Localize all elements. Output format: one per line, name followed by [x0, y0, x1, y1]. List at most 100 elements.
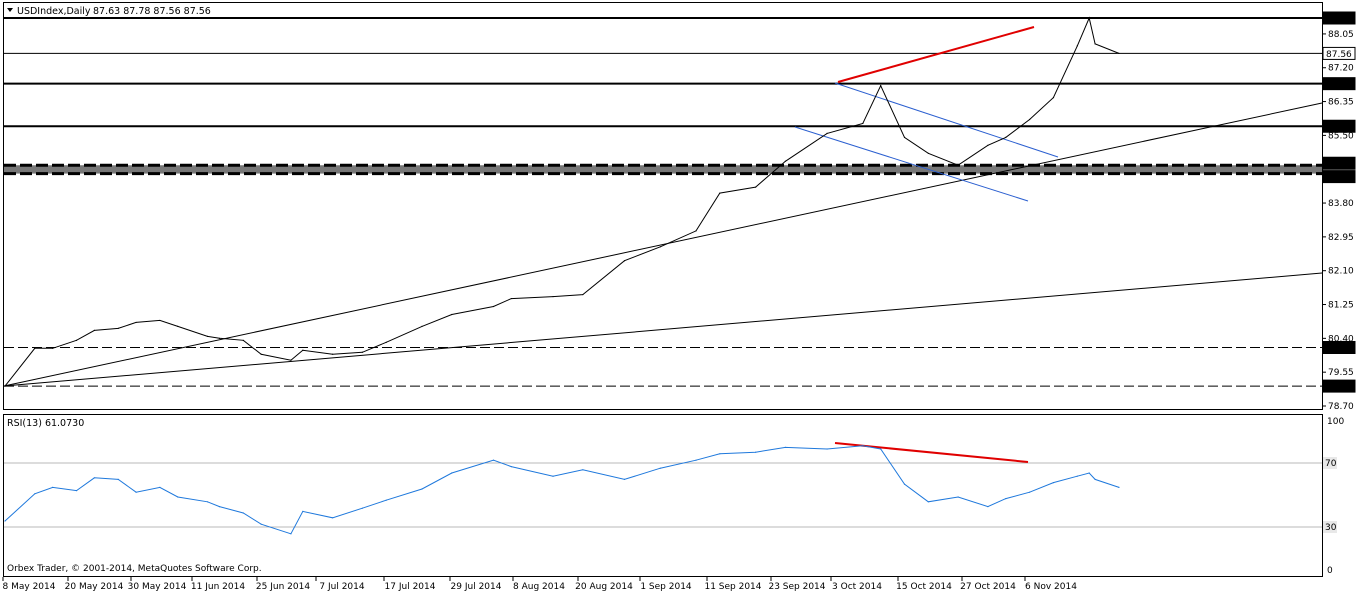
- resistance-zone: [4, 165, 1322, 174]
- x-tick-label: 11 Jun 2014: [191, 582, 245, 592]
- price-point: [552, 295, 554, 298]
- rsi-point: [880, 448, 882, 450]
- main-panel-frame: [3, 2, 1323, 410]
- level-label: 88.45: [1326, 15, 1352, 25]
- x-tick-label: 20 Aug 2014: [575, 582, 633, 592]
- price-point: [290, 359, 292, 361]
- price-point: [987, 144, 989, 146]
- rsi-point: [34, 493, 36, 495]
- rsi-label-70-box: [1323, 457, 1337, 469]
- rsi-label-30-box: [1323, 521, 1337, 533]
- x-tick-label: 25 Jun 2014: [256, 582, 310, 592]
- x-tick-label: 17 Jul 2014: [385, 582, 436, 592]
- rsi-point: [260, 523, 262, 525]
- level-label-box: [1322, 156, 1356, 170]
- price-point: [1076, 45, 1078, 47]
- rsi-point: [987, 506, 989, 508]
- price-point: [260, 353, 262, 355]
- main-chart-title: USDIndex,Daily: [17, 6, 91, 17]
- price-point: [903, 136, 906, 138]
- level-label-box: [1322, 119, 1356, 133]
- price-point: [957, 164, 959, 166]
- y-tick-label: 82.95: [1328, 233, 1354, 243]
- x-tick-label: 23 Sep 2014: [768, 582, 825, 592]
- rising-trendline-shallow: [3, 272, 1323, 387]
- rsi-point: [510, 466, 512, 468]
- price-divergence-line: [837, 26, 1035, 83]
- rsi-point: [582, 469, 584, 471]
- rsi-point: [206, 501, 209, 503]
- price-point: [927, 152, 929, 154]
- price-point: [52, 347, 54, 349]
- rsi-point: [903, 483, 906, 485]
- price-point: [659, 246, 661, 248]
- rsi-point: [957, 496, 959, 498]
- rsi-point: [1118, 486, 1120, 488]
- price-point: [784, 160, 786, 162]
- rsi-point: [1094, 478, 1096, 480]
- price-point: [75, 339, 78, 341]
- rsi-point: [1029, 491, 1031, 493]
- rsi-point: [826, 448, 828, 450]
- channel-lower-line: [794, 126, 1029, 202]
- price-point: [206, 335, 209, 337]
- level-label: 85.73: [1326, 123, 1352, 133]
- rsi-point: [385, 499, 387, 501]
- price-point: [332, 353, 334, 355]
- x-tick-label: 11 Sep 2014: [704, 582, 761, 592]
- level-label: 84.75: [1326, 160, 1352, 170]
- rsi-point: [290, 533, 292, 535]
- rsi-point: [552, 475, 554, 477]
- price-point: [623, 260, 626, 262]
- rsi-point: [492, 459, 495, 461]
- price-point: [302, 349, 304, 351]
- price-point: [117, 327, 119, 329]
- rsi-point: [75, 490, 78, 492]
- level-label: 86.80: [1326, 80, 1352, 90]
- x-tick-label: 30 May 2014: [128, 582, 187, 592]
- rsi-point: [1088, 472, 1090, 474]
- x-tick-label: 3 Oct 2014: [832, 582, 882, 592]
- y-tick-label: 83.80: [1328, 199, 1354, 209]
- x-tick-label: 20 May 2014: [65, 582, 124, 592]
- y-tick-label: 79.55: [1328, 368, 1354, 378]
- rsi-point: [117, 478, 119, 480]
- main-chart-ohlc: 87.63 87.78 87.56 87.56: [93, 6, 211, 17]
- rsi-point: [242, 512, 244, 514]
- level-label-box: [1322, 46, 1356, 60]
- rsi-point: [862, 445, 864, 447]
- x-tick-label: 29 Jul 2014: [451, 582, 502, 592]
- price-point: [719, 192, 721, 194]
- rsi-point: [302, 510, 304, 512]
- y-tick-label: 86.35: [1328, 98, 1354, 108]
- price-point: [582, 293, 584, 296]
- price-point: [4, 385, 6, 387]
- copyright-text: Orbex Trader, © 2001-2014, MetaQuotes So…: [7, 564, 262, 574]
- price-point: [1088, 17, 1090, 19]
- rsi-point: [1052, 482, 1055, 484]
- x-tick-label: 27 Oct 2014: [960, 582, 1016, 592]
- price-series-line: [4, 16, 1120, 387]
- rsi-point: [52, 486, 54, 488]
- price-point: [510, 297, 512, 300]
- price-point: [177, 325, 179, 328]
- level-label: 80.17: [1326, 344, 1352, 354]
- y-tick-label: 80.40: [1328, 334, 1354, 344]
- rsi-point: [332, 517, 334, 519]
- y-tick-label: 87.20: [1328, 64, 1354, 74]
- x-tick-label: 6 Nov 2014: [1025, 582, 1077, 592]
- rsi-point: [451, 472, 453, 474]
- panel-collapse-icon[interactable]: [7, 8, 13, 12]
- level-label-box: [1322, 341, 1356, 355]
- price-point: [862, 122, 864, 125]
- price-point: [242, 339, 244, 341]
- level-label-box: [1322, 77, 1356, 91]
- price-point: [159, 319, 161, 322]
- rsi-point: [159, 486, 161, 488]
- level-label: 79.20: [1326, 383, 1352, 393]
- rsi-point: [135, 491, 137, 493]
- rsi-point: [754, 451, 757, 453]
- rsi-label-0: 0: [1327, 566, 1333, 576]
- price-point: [1094, 43, 1096, 45]
